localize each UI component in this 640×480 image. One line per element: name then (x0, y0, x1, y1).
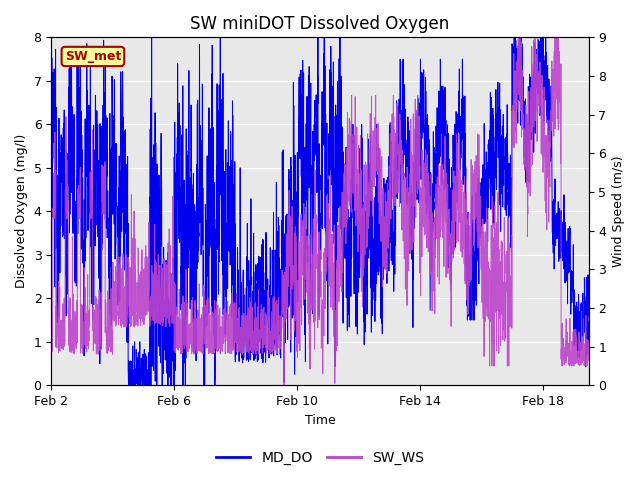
Text: SW_met: SW_met (65, 50, 121, 63)
Title: SW miniDOT Dissolved Oxygen: SW miniDOT Dissolved Oxygen (190, 15, 450, 33)
X-axis label: Time: Time (305, 414, 335, 427)
Y-axis label: Dissolved Oxygen (mg/l): Dissolved Oxygen (mg/l) (15, 134, 28, 288)
Y-axis label: Wind Speed (m/s): Wind Speed (m/s) (612, 156, 625, 267)
Legend: MD_DO, SW_WS: MD_DO, SW_WS (210, 445, 430, 471)
